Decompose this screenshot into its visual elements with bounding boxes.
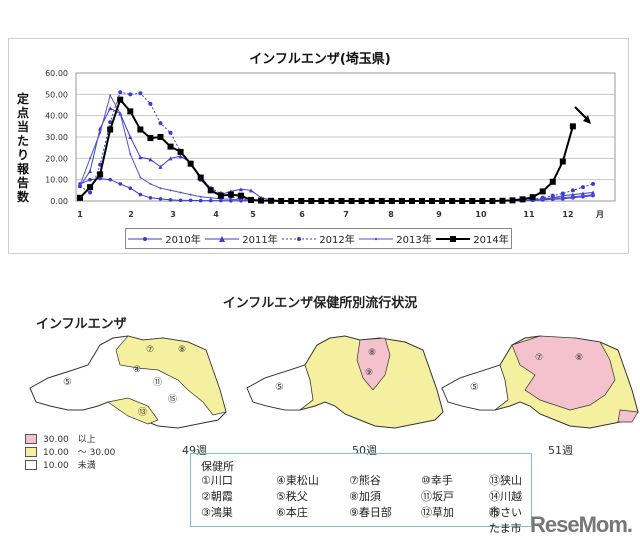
svg-text:④: ④ [133, 365, 141, 375]
svg-text:6: 6 [299, 210, 305, 219]
svg-text:⑪: ⑪ [153, 377, 162, 388]
key-item: ⑤秩父 [276, 490, 308, 503]
svg-text:11: 11 [523, 210, 535, 219]
svg-text:4: 4 [213, 210, 219, 219]
svg-text:⑦: ⑦ [535, 353, 543, 363]
svg-text:50.00: 50.00 [45, 90, 68, 99]
map-legend-high: 30.00 以上 [25, 432, 115, 445]
legend-2011: 2011年 [205, 231, 278, 246]
map-week-51: ⑤ ⑦ ⑧ [441, 335, 639, 429]
svg-text:3: 3 [170, 210, 176, 219]
svg-text:⑤: ⑤ [63, 377, 72, 388]
svg-text:0.00: 0.00 [50, 197, 68, 206]
map-legend-low: 10.00 未満 [25, 458, 115, 471]
svg-text:⑮: ⑮ [168, 394, 177, 405]
legend-2014: 2014年 [436, 231, 509, 246]
chart-title: インフルエンザ(埼玉県) [249, 52, 391, 67]
svg-text:12: 12 [562, 210, 573, 219]
key-item: ⑭川越市 [489, 490, 522, 519]
svg-text:⑬: ⑬ [138, 407, 147, 418]
svg-text:5: 5 [250, 210, 256, 219]
key-item: ⑨春日部 [349, 506, 392, 519]
map-legend: 30.00 以上 10.00 ～ 30.00 10.00 未満 [25, 432, 115, 471]
key-item: ④東松山 [276, 474, 319, 487]
svg-text:10.00: 10.00 [45, 176, 68, 185]
map-week-49: ⑤ ④ ⑦ ⑧ ⑪ ⑮ ⑬ [29, 335, 227, 429]
key-item: ⑫草加 [421, 506, 454, 519]
map-legend-mid: 10.00 ～ 30.00 [25, 445, 115, 458]
svg-text:8: 8 [388, 210, 394, 219]
map-week-50: ⑤ ⑧ ⑨ [246, 335, 444, 429]
svg-text:30.00: 30.00 [45, 133, 68, 142]
legend-2010: 2010年 [128, 231, 201, 246]
prefecture-maps: ⑤ ④ ⑦ ⑧ ⑪ ⑮ ⑬ ⑤ ⑧ ⑨ ⑤ ⑦ ⑧ [29, 335, 639, 429]
week-51-label: 51週 [548, 444, 573, 457]
key-item: ⑧加須 [349, 490, 381, 503]
svg-text:⑤: ⑤ [275, 382, 284, 393]
svg-text:⑤: ⑤ [470, 382, 479, 393]
key-item: ②朝霞 [201, 490, 233, 503]
white-swatch [25, 459, 37, 470]
legend-2012: 2012年 [282, 231, 355, 246]
svg-text:60.00: 60.00 [45, 69, 68, 78]
key-title: 保健所 [201, 460, 234, 473]
legend-2013: 2013年 [359, 231, 432, 246]
key-item: ⑪坂戸 [421, 490, 454, 503]
pink-swatch [25, 433, 37, 444]
key-item: ③鴻巣 [201, 506, 233, 519]
key-item: ⑮さいたま市 [489, 506, 522, 535]
key-item: ①川口 [201, 474, 233, 487]
chart-legend: 2010年 2011年 2012年 2013年 2014年 [125, 228, 512, 249]
svg-text:40.00: 40.00 [45, 112, 68, 121]
svg-text:7: 7 [343, 210, 349, 219]
resemom-logo: ReseMom. [530, 512, 633, 537]
svg-text:⑧: ⑧ [575, 353, 583, 363]
key-item: ⑦熊谷 [349, 474, 381, 487]
line-chart-panel [8, 38, 629, 254]
health-center-key: 保健所 ①川口 ②朝霞 ③鴻巣 ④東松山 ⑤秩父 ⑥本庄 ⑦熊谷 ⑧加須 ⑨春日… [190, 453, 532, 535]
maps-caption: インフルエンザ [36, 317, 127, 332]
svg-text:1: 1 [77, 210, 83, 219]
svg-text:⑨: ⑨ [365, 368, 373, 378]
svg-text:9: 9 [436, 210, 442, 219]
svg-text:2: 2 [128, 210, 134, 219]
y-axis-label: 定点当たり報告数 [16, 92, 29, 204]
key-item: ⑬狭山 [489, 474, 522, 487]
svg-text:⑦: ⑦ [146, 345, 154, 355]
yellow-swatch [25, 446, 37, 457]
svg-text:20.00: 20.00 [45, 154, 68, 163]
svg-text:⑧: ⑧ [368, 348, 376, 358]
svg-text:⑧: ⑧ [178, 345, 186, 355]
svg-text:10: 10 [475, 210, 487, 219]
key-item: ⑥本庄 [276, 506, 308, 519]
maps-title: インフルエンザ保健所別流行状況 [222, 296, 418, 311]
key-item: ⑩幸手 [421, 474, 453, 487]
svg-text:月: 月 [595, 210, 604, 219]
